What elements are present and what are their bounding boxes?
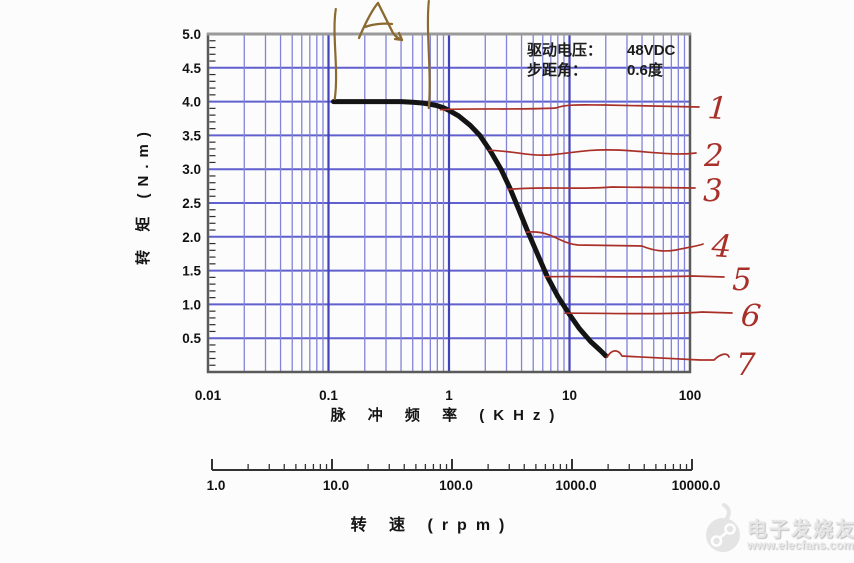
x-tick-label: 100 bbox=[679, 388, 702, 403]
marker-number-6: 6 bbox=[739, 297, 762, 335]
marker-line-5 bbox=[544, 275, 725, 278]
rpm-tick-label: 100.0 bbox=[439, 478, 473, 493]
bracket-right-line bbox=[426, 0, 431, 110]
marker-number-7: 7 bbox=[736, 347, 756, 383]
legend-box: 驱动电压： 48VDC 步距角： 0.6度 bbox=[527, 41, 675, 81]
legend-row-drive-voltage: 驱动电压： 48VDC bbox=[527, 41, 675, 61]
rpm-tick-label: 10000.0 bbox=[672, 478, 721, 493]
y-tick-label: 5.0 bbox=[182, 27, 201, 42]
drive-voltage-value: 48VDC bbox=[627, 42, 676, 59]
watermark-brand-text: 电子发烧友 bbox=[747, 519, 854, 541]
secondary-x-axis-title: 转 速 (rpm) bbox=[350, 517, 514, 534]
marker-number-1: 1 bbox=[706, 90, 728, 127]
marker-line-1 bbox=[439, 104, 700, 111]
rpm-tick-label: 10.0 bbox=[323, 478, 349, 493]
y-tick-label: 2.0 bbox=[182, 230, 201, 245]
marker-number-4: 4 bbox=[709, 228, 732, 265]
y-tick-label: 1.5 bbox=[182, 264, 201, 279]
marker-line-6 bbox=[564, 311, 733, 315]
watermark-url-text: www.elecfans.com bbox=[747, 538, 854, 552]
y-tick-label: 1.0 bbox=[182, 297, 201, 312]
bracket-A-glyph bbox=[357, 1, 380, 40]
y-tick-label: 4.5 bbox=[182, 61, 201, 76]
step-angle-value: 0.6度 bbox=[627, 62, 663, 79]
y-axis-title: 转 矩 (N.m) bbox=[135, 125, 152, 265]
y-tick-label: 2.5 bbox=[182, 196, 201, 211]
bracket-A-glyph bbox=[363, 22, 394, 29]
x-tick-label: 10 bbox=[562, 388, 577, 403]
marker-number-2: 2 bbox=[703, 138, 724, 174]
bracket-left-line bbox=[333, 7, 338, 101]
x-tick-label: 0.01 bbox=[195, 388, 222, 403]
x-tick-label: 0.1 bbox=[319, 388, 338, 403]
rpm-tick-label: 1000.0 bbox=[555, 478, 596, 493]
marker-number-3: 3 bbox=[703, 173, 723, 209]
bracket-A-glyph bbox=[393, 31, 404, 42]
drive-voltage-label: 驱动电压： bbox=[527, 42, 603, 59]
y-tick-label: 0.5 bbox=[182, 331, 201, 346]
marker-number-5: 5 bbox=[732, 262, 752, 298]
y-tick-label: 4.0 bbox=[182, 95, 201, 110]
x-tick-label: 1 bbox=[445, 388, 453, 403]
elecfans-logo-icon bbox=[706, 503, 740, 552]
marker-line-2 bbox=[488, 148, 697, 156]
marker-line-4 bbox=[525, 231, 704, 252]
x-axis-title: 脉 冲 频 率 (KHz) bbox=[330, 407, 564, 424]
step-angle-label: 步距角： bbox=[527, 62, 588, 79]
marker-line-3 bbox=[507, 186, 696, 191]
marker-line-7 bbox=[606, 350, 730, 361]
torque-curve bbox=[331, 99, 609, 359]
watermark: 电子发烧友 www.elecfans.com bbox=[700, 502, 854, 560]
rpm-tick-label: 1.0 bbox=[207, 478, 226, 493]
legend-row-step-angle: 步距角： 0.6度 bbox=[527, 61, 675, 81]
y-tick-label: 3.5 bbox=[182, 128, 201, 143]
y-tick-label: 3.0 bbox=[182, 162, 201, 177]
